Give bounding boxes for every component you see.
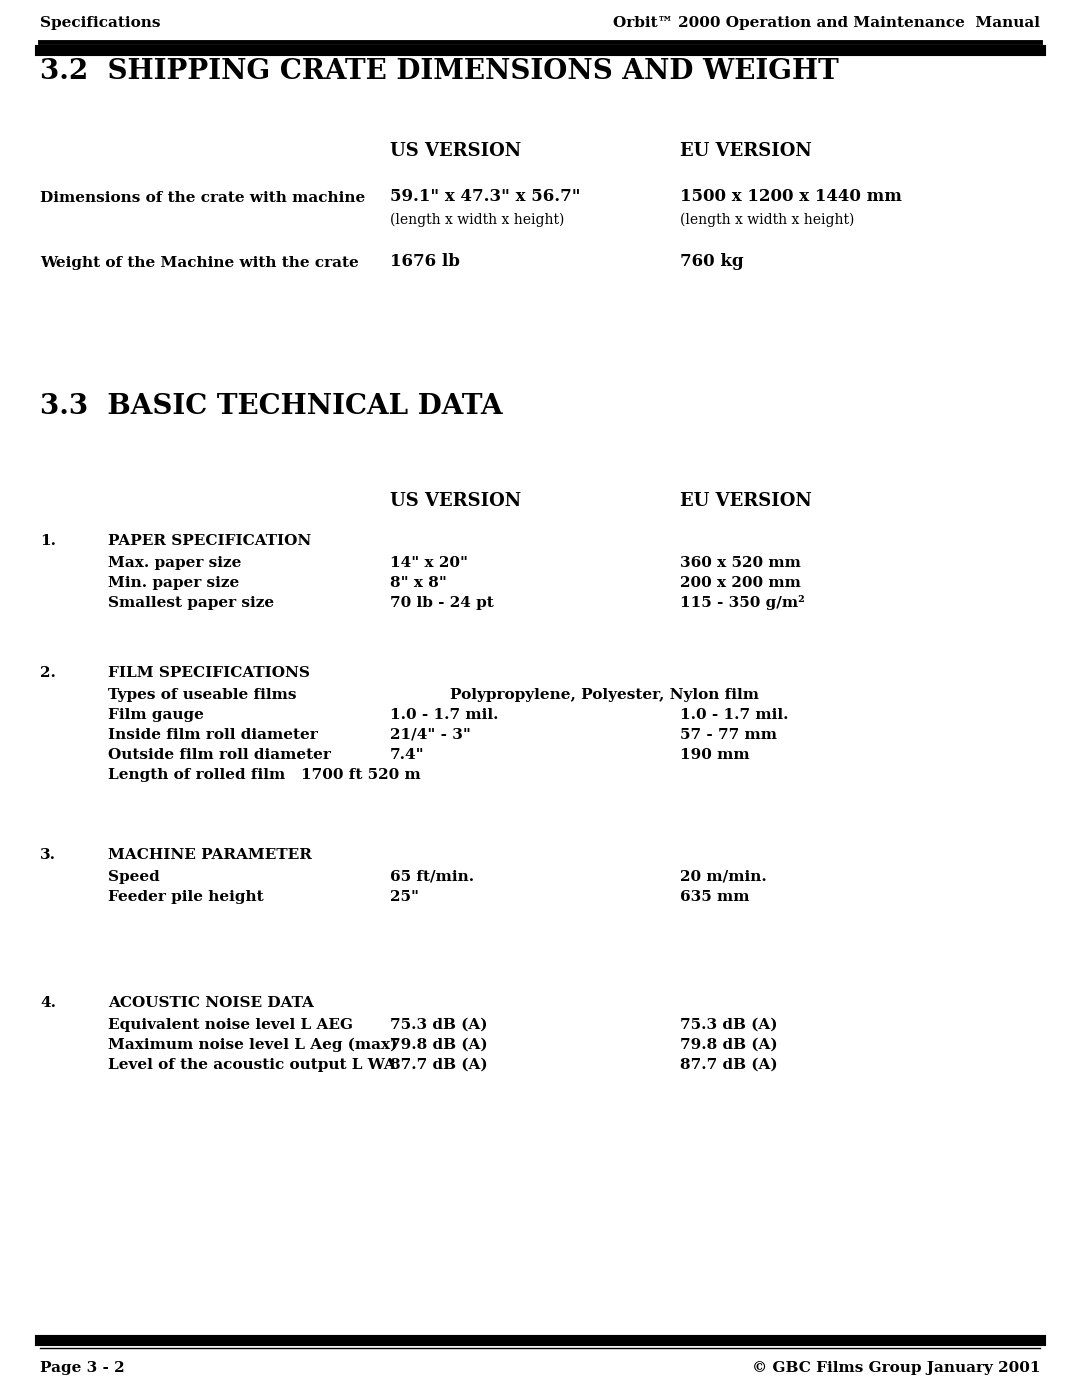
Text: 21/4" - 3": 21/4" - 3": [390, 728, 471, 742]
Text: 79.8 dB (A): 79.8 dB (A): [390, 1038, 488, 1052]
Text: US VERSION: US VERSION: [390, 492, 522, 510]
Text: 3.3  BASIC TECHNICAL DATA: 3.3 BASIC TECHNICAL DATA: [40, 393, 502, 420]
Text: © GBC Films Group January 2001: © GBC Films Group January 2001: [752, 1361, 1040, 1375]
Text: (length x width x height): (length x width x height): [680, 212, 854, 226]
Text: 87.7 dB (A): 87.7 dB (A): [680, 1058, 778, 1071]
Text: Film gauge: Film gauge: [108, 708, 204, 722]
Text: Inside film roll diameter: Inside film roll diameter: [108, 728, 318, 742]
Text: 59.1" x 47.3" x 56.7": 59.1" x 47.3" x 56.7": [390, 189, 581, 205]
Text: 25": 25": [390, 890, 419, 904]
Text: 1676 lb: 1676 lb: [390, 253, 460, 270]
Text: 87.7 dB (A): 87.7 dB (A): [390, 1058, 488, 1071]
Text: Polypropylene, Polyester, Nylon film: Polypropylene, Polyester, Nylon film: [450, 687, 759, 703]
Text: 1.: 1.: [40, 534, 56, 548]
Text: Min. paper size: Min. paper size: [108, 576, 240, 590]
Text: Speed: Speed: [108, 870, 160, 884]
Text: Equivalent noise level L AEG: Equivalent noise level L AEG: [108, 1018, 353, 1032]
Text: 65 ft/min.: 65 ft/min.: [390, 870, 474, 884]
Text: 57 - 77 mm: 57 - 77 mm: [680, 728, 777, 742]
Text: 3.: 3.: [40, 848, 56, 862]
Text: Types of useable films: Types of useable films: [108, 687, 297, 703]
Text: 115 - 350 g/m²: 115 - 350 g/m²: [680, 595, 805, 610]
Text: 1500 x 1200 x 1440 mm: 1500 x 1200 x 1440 mm: [680, 189, 902, 205]
Text: Feeder pile height: Feeder pile height: [108, 890, 264, 904]
Text: ACOUSTIC NOISE DATA: ACOUSTIC NOISE DATA: [108, 996, 314, 1010]
Text: Max. paper size: Max. paper size: [108, 556, 241, 570]
Text: 70 lb - 24 pt: 70 lb - 24 pt: [390, 597, 494, 610]
Text: Maximum noise level L Aeg (max): Maximum noise level L Aeg (max): [108, 1038, 397, 1052]
Text: 4.: 4.: [40, 996, 56, 1010]
Text: EU VERSION: EU VERSION: [680, 492, 812, 510]
Text: 7.4": 7.4": [390, 747, 424, 761]
Text: 200 x 200 mm: 200 x 200 mm: [680, 576, 801, 590]
Text: 360 x 520 mm: 360 x 520 mm: [680, 556, 801, 570]
Text: 8" x 8": 8" x 8": [390, 576, 447, 590]
Text: 20 m/min.: 20 m/min.: [680, 870, 767, 884]
Text: Dimensions of the crate with machine: Dimensions of the crate with machine: [40, 191, 365, 205]
Text: 190 mm: 190 mm: [680, 747, 750, 761]
Text: Page 3 - 2: Page 3 - 2: [40, 1361, 124, 1375]
Text: 760 kg: 760 kg: [680, 253, 744, 270]
Text: 79.8 dB (A): 79.8 dB (A): [680, 1038, 778, 1052]
Text: 2.: 2.: [40, 666, 56, 680]
Text: PAPER SPECIFICATION: PAPER SPECIFICATION: [108, 534, 311, 548]
Text: 3.2  SHIPPING CRATE DIMENSIONS AND WEIGHT: 3.2 SHIPPING CRATE DIMENSIONS AND WEIGHT: [40, 59, 839, 85]
Text: 14" x 20": 14" x 20": [390, 556, 468, 570]
Text: FILM SPECIFICATIONS: FILM SPECIFICATIONS: [108, 666, 310, 680]
Text: EU VERSION: EU VERSION: [680, 142, 812, 161]
Text: 75.3 dB (A): 75.3 dB (A): [680, 1018, 778, 1032]
Text: Weight of the Machine with the crate: Weight of the Machine with the crate: [40, 256, 359, 270]
Text: Smallest paper size: Smallest paper size: [108, 597, 274, 610]
Text: Level of the acoustic output L WA: Level of the acoustic output L WA: [108, 1058, 395, 1071]
Text: Length of rolled film   1700 ft 520 m: Length of rolled film 1700 ft 520 m: [108, 768, 421, 782]
Text: Specifications: Specifications: [40, 15, 161, 29]
Text: Outside film roll diameter: Outside film roll diameter: [108, 747, 330, 761]
Text: (length x width x height): (length x width x height): [390, 212, 565, 226]
Text: Orbit™ 2000 Operation and Maintenance  Manual: Orbit™ 2000 Operation and Maintenance Ma…: [613, 15, 1040, 29]
Text: 1.0 - 1.7 mil.: 1.0 - 1.7 mil.: [680, 708, 788, 722]
Text: US VERSION: US VERSION: [390, 142, 522, 161]
Text: MACHINE PARAMETER: MACHINE PARAMETER: [108, 848, 312, 862]
Text: 75.3 dB (A): 75.3 dB (A): [390, 1018, 487, 1032]
Text: 635 mm: 635 mm: [680, 890, 750, 904]
Text: 1.0 - 1.7 mil.: 1.0 - 1.7 mil.: [390, 708, 499, 722]
